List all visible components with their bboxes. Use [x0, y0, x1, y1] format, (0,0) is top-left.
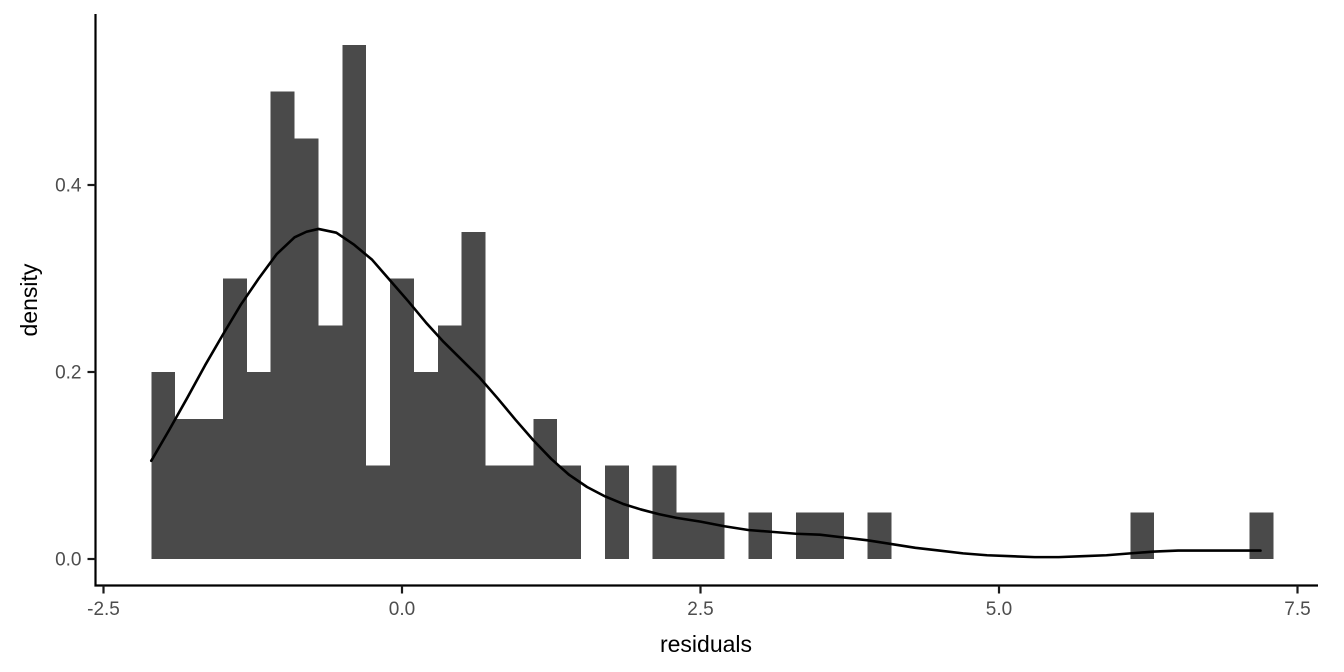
x-tick-label: 7.5	[1284, 599, 1310, 620]
axis-ticks	[87, 183, 1299, 594]
histogram-bar	[151, 372, 176, 559]
histogram-bar	[533, 418, 558, 559]
x-tick-label: -2.5	[87, 599, 120, 620]
histogram-bar	[222, 278, 247, 559]
x-tick-label: 0.0	[389, 599, 415, 620]
histogram-bar	[700, 512, 725, 559]
histogram-bar	[270, 91, 295, 559]
histogram-bar	[867, 512, 892, 559]
axis-tick-labels: -2.5 0.0 2.5 5.0 7.5 0.0 0.2 0.4	[55, 176, 1311, 621]
y-tick-label: 0.4	[55, 176, 82, 197]
density-curve	[149, 227, 1262, 559]
histogram-bar	[294, 138, 319, 559]
y-tick-label: 0.2	[55, 363, 81, 384]
y-tick-label: 0.0	[55, 550, 81, 571]
histogram-bar	[652, 465, 677, 559]
histogram-bar	[175, 418, 200, 559]
histogram-bar	[748, 512, 773, 559]
histogram-bar	[1249, 512, 1274, 559]
histogram-bar	[485, 465, 510, 559]
axis-lines	[94, 14, 1318, 587]
x-tick-label: 2.5	[687, 599, 713, 620]
histogram-bar	[366, 465, 391, 559]
x-tick-label: 5.0	[986, 599, 1012, 620]
histogram-bar	[318, 325, 343, 559]
y-axis-title: density	[16, 263, 42, 336]
histogram-bar	[1130, 512, 1155, 559]
histogram-bar	[437, 325, 462, 559]
x-axis-title: residuals	[660, 631, 752, 657]
histogram-bar	[342, 44, 367, 559]
histogram-bar	[557, 465, 582, 559]
histogram-bar	[461, 231, 486, 559]
histogram-bar	[390, 278, 414, 559]
histogram-bar	[246, 372, 271, 559]
histogram-bar	[796, 512, 820, 559]
histogram-bar	[676, 512, 701, 559]
histogram-bar	[604, 465, 629, 559]
histogram-bars	[151, 44, 1274, 559]
histogram-bar	[413, 372, 438, 559]
histogram-bar	[199, 418, 223, 559]
histogram-bar	[509, 465, 534, 559]
